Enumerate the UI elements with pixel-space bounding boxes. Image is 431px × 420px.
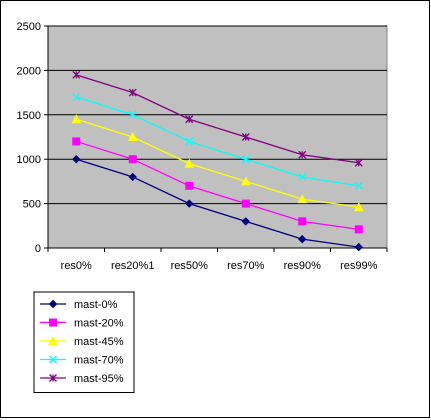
series-mast-0% <box>72 154 363 252</box>
data-point <box>354 242 363 252</box>
data-point <box>185 181 194 190</box>
data-point <box>128 155 137 164</box>
y-tick-label: 2000 <box>17 65 41 77</box>
x-tick-label: res99% <box>340 260 378 272</box>
data-point <box>354 181 363 190</box>
data-point <box>354 158 363 167</box>
y-tick-label: 1500 <box>17 110 41 122</box>
legend-marker <box>48 299 58 309</box>
legend-marker <box>49 355 57 364</box>
series-mast-20% <box>72 137 363 234</box>
data-point <box>128 88 137 97</box>
data-point <box>72 154 81 164</box>
plot-area <box>47 25 388 249</box>
legend-marker <box>49 374 57 382</box>
y-tick-label: 0 <box>35 243 41 255</box>
data-point <box>241 217 250 226</box>
series-line <box>76 74 359 164</box>
data-point <box>354 225 363 234</box>
data-point <box>72 70 81 79</box>
y-tick-label: 500 <box>23 199 41 211</box>
data-point-stroke <box>354 181 363 190</box>
legend-label: mast-20% <box>74 318 124 330</box>
data-point-stroke <box>298 173 307 181</box>
data-point-stroke <box>185 137 194 146</box>
data-point <box>72 93 81 101</box>
legend-item: mast-0% <box>40 299 118 311</box>
legend-item: mast-45% <box>40 335 124 348</box>
legend-marker <box>48 335 58 345</box>
data-point <box>185 199 194 208</box>
data-point <box>184 158 195 168</box>
series-line <box>76 140 359 230</box>
data-point <box>298 234 307 244</box>
data-point <box>71 114 82 124</box>
x-tick-label: res20%1 <box>111 260 154 272</box>
legend-marker-stroke <box>49 355 57 364</box>
data-point <box>241 199 250 208</box>
data-point <box>298 217 307 226</box>
legend-label: mast-45% <box>74 336 124 348</box>
legend-item: mast-95% <box>40 373 124 385</box>
data-point <box>297 194 308 204</box>
series-layer <box>71 70 364 252</box>
data-point <box>185 137 194 146</box>
series-line <box>76 96 359 187</box>
x-tick-label: res50% <box>171 260 209 272</box>
data-point <box>127 131 138 141</box>
data-point-stroke <box>72 93 81 101</box>
data-point <box>298 173 307 181</box>
data-point <box>185 115 194 124</box>
data-point-stroke <box>128 110 137 119</box>
data-point-stroke <box>241 155 250 164</box>
data-point <box>240 176 251 186</box>
data-point <box>128 172 137 182</box>
series-line <box>76 158 359 248</box>
legend-marker <box>49 318 57 327</box>
series-mast-70% <box>72 93 363 190</box>
x-tick-label: res90% <box>284 260 322 272</box>
data-point <box>72 137 81 146</box>
y-tick-label: 2500 <box>17 21 41 33</box>
data-point <box>353 202 364 212</box>
series-mast-95% <box>72 70 363 167</box>
y-tick-label: 1000 <box>17 154 41 166</box>
x-tick-label: res0% <box>61 260 92 272</box>
legend-item: mast-70% <box>40 355 124 367</box>
data-point <box>241 133 250 141</box>
x-tick-label: res70% <box>227 260 265 272</box>
series-mast-45% <box>71 114 364 212</box>
data-point <box>128 110 137 119</box>
legend: mast-0% mast-20% mast-45% mast-70% mast-95% <box>33 291 135 393</box>
legend-item: mast-20% <box>40 318 124 330</box>
legend-label: mast-95% <box>74 373 124 385</box>
data-point <box>241 155 250 164</box>
axes: 0 500 1000 1500 2000 2500 res0% res20%1 res50% re… <box>17 21 388 272</box>
legend-label: mast-0% <box>74 299 118 311</box>
series-line <box>76 118 359 208</box>
legend-label: mast-70% <box>74 355 124 367</box>
data-point <box>298 150 307 159</box>
